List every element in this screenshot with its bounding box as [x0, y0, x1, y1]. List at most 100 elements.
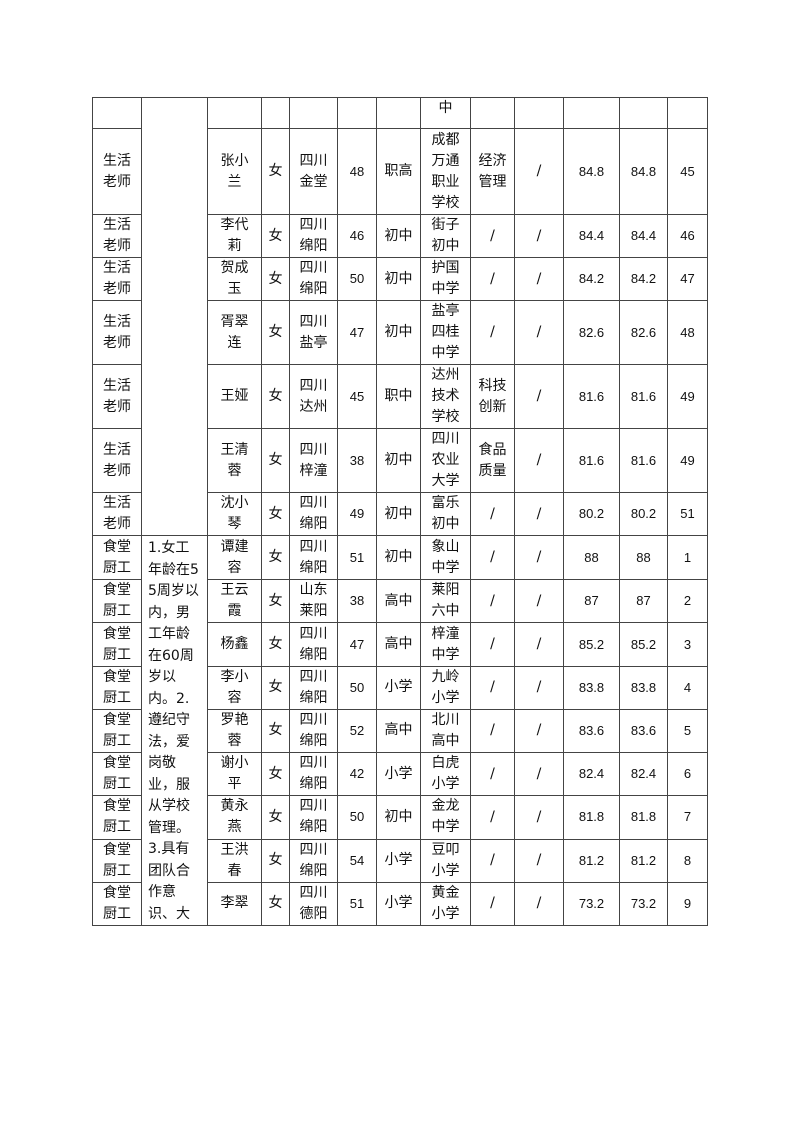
gender-cell: 女	[261, 752, 290, 797]
gender-text: 女	[268, 227, 283, 244]
gender-cell: 女	[261, 214, 290, 258]
rank-cell: 49	[667, 428, 708, 493]
score1-cell: 81.6	[563, 364, 620, 429]
rank-cell: 47	[667, 257, 708, 301]
school-cell: 梓潼中学	[420, 622, 471, 667]
role-text: 食堂厨工	[103, 755, 131, 793]
school-cell: 黄金小学	[420, 881, 471, 927]
score1-cell: 84.4	[563, 214, 620, 258]
school-cell: 白虎小学	[420, 752, 471, 797]
score2-text: 82.4	[630, 766, 657, 782]
score1-text: 81.2	[578, 852, 605, 868]
rank-text: 6	[683, 766, 692, 782]
score1-cell: 80.2	[563, 492, 620, 536]
origin-cell: 山东莱阳	[289, 579, 338, 624]
edu-text: 初中	[384, 227, 413, 244]
age-text: 51	[349, 895, 365, 911]
name-cell: 沈小琴	[207, 492, 262, 536]
school-cell: 四川农业大学	[420, 428, 471, 493]
rank-text: 8	[683, 852, 692, 868]
table-row: 食堂厨工 黄永燕 女四川绵阳 50 初中 金龙中学 / / 81.8 81.8 7	[92, 795, 708, 840]
other-cell: /	[514, 364, 564, 429]
age-text: 50	[349, 809, 365, 825]
rank-text: 49	[680, 388, 695, 404]
major-text: /	[490, 270, 495, 287]
score2-text: 85.2	[630, 636, 657, 652]
school-text: 莱阳六中	[431, 582, 460, 620]
score1-text: 73.2	[578, 895, 605, 911]
empty-cell	[207, 97, 262, 129]
rank-text: 45	[680, 163, 695, 179]
other-cell: /	[514, 257, 564, 301]
origin-cell: 四川绵阳	[289, 214, 338, 258]
other-cell: /	[514, 428, 564, 493]
edu-text: 职高	[384, 163, 413, 179]
rank-cell: 6	[667, 752, 708, 797]
role-cell: 食堂厨工	[92, 708, 142, 754]
edu-cell: 初中	[376, 795, 421, 840]
score1-text: 84.4	[578, 228, 605, 243]
score1-cell: 83.6	[563, 708, 620, 754]
role-cell: 生活老师	[92, 257, 142, 301]
gender-text: 女	[268, 592, 283, 609]
age-text: 47	[349, 324, 365, 340]
rank-text: 2	[683, 593, 692, 609]
origin-text: 四川金堂	[299, 152, 328, 190]
score2-cell: 81.6	[619, 364, 668, 429]
other-cell: /	[514, 622, 564, 667]
other-cell: /	[514, 128, 564, 215]
age-text: 47	[349, 636, 365, 652]
name-text: 杨鑫	[220, 636, 249, 653]
other-text: /	[536, 163, 542, 179]
age-cell: 48	[337, 128, 377, 215]
edu-text: 初中	[384, 452, 413, 468]
score1-text: 82.6	[578, 324, 605, 340]
age-text: 38	[349, 452, 365, 468]
table-row: 生活老师 王清蓉 女四川梓潼 38 初中 四川农业大学 食品质量 / 81.6 81.6 49	[92, 428, 708, 493]
edu-cell: 初中	[376, 300, 421, 365]
gender-text: 女	[268, 452, 283, 468]
score2-text: 83.8	[630, 679, 657, 695]
origin-text: 四川绵阳	[299, 538, 328, 576]
major-text: 食品质量	[478, 441, 507, 479]
origin-text: 四川德阳	[299, 884, 328, 922]
rank-cell: 8	[667, 838, 708, 883]
age-cell: 42	[337, 752, 377, 797]
table-row: 食堂厨工 李小容 女四川绵阳 50 小学 九岭小学 / / 83.8 83.8 4	[92, 665, 708, 710]
score2-text: 73.2	[630, 895, 657, 911]
edu-text: 初中	[384, 324, 413, 340]
origin-cell: 四川绵阳	[289, 622, 338, 667]
requirements-text: 1.女工年龄在55周岁以内，男工年龄在60周岁以内。2.遵纪守法，爱岗敬业，服从…	[148, 540, 199, 922]
major-cell: /	[470, 838, 515, 883]
school-text: 富乐初中	[431, 495, 460, 532]
score1-text: 87	[584, 593, 599, 609]
origin-text: 四川绵阳	[299, 841, 328, 879]
rank-text: 51	[680, 506, 695, 521]
name-cell: 贺成玉	[207, 257, 262, 301]
table-row: 食堂厨工 李翠 女四川德阳 51 小学 黄金小学 / / 73.2 73.2 9	[92, 881, 708, 927]
name-cell: 谢小平	[207, 752, 262, 797]
score1-cell: 84.2	[563, 257, 620, 301]
major-text: /	[490, 679, 495, 696]
gender-text: 女	[268, 163, 283, 179]
score2-text: 88	[636, 549, 651, 565]
score1-cell: 81.2	[563, 838, 620, 883]
score1-cell: 81.6	[563, 428, 620, 493]
school-text: 九岭小学	[431, 668, 460, 706]
age-cell: 38	[337, 579, 377, 624]
empty-cell	[261, 97, 290, 129]
name-text: 谢小平	[220, 755, 249, 793]
gender-cell: 女	[261, 795, 290, 840]
origin-cell: 四川绵阳	[289, 838, 338, 883]
school-text: 街子初中	[431, 217, 460, 254]
origin-cell: 四川绵阳	[289, 708, 338, 754]
origin-cell: 四川绵阳	[289, 795, 338, 840]
origin-text: 四川达州	[299, 377, 328, 415]
other-cell: /	[514, 752, 564, 797]
age-cell: 50	[337, 257, 377, 301]
school-cell: 九岭小学	[420, 665, 471, 710]
edu-text: 高中	[384, 592, 413, 609]
role-text: 生活老师	[103, 313, 131, 351]
score2-text: 83.6	[630, 722, 657, 738]
empty-cell	[376, 97, 421, 129]
